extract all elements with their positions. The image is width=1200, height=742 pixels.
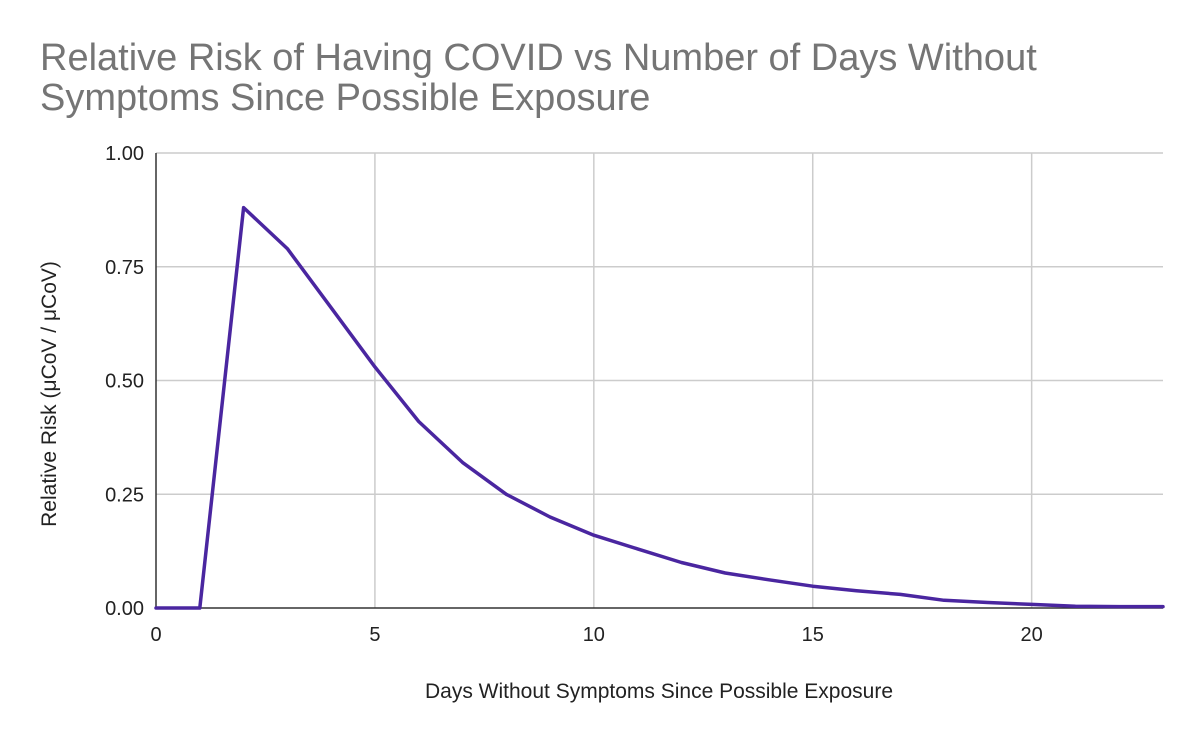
- x-axis-label: Days Without Symptoms Since Possible Exp…: [425, 680, 893, 703]
- y-tick-label: 0.50: [105, 371, 144, 393]
- grid: [156, 152, 1163, 608]
- axes: [155, 153, 1163, 609]
- y-tick-label: 0.75: [105, 257, 144, 279]
- y-axis-label: Relative Risk (μCoV / μCoV): [38, 261, 61, 527]
- chart-title-line-2: Symptoms Since Possible Exposure: [40, 77, 650, 119]
- series-line: [154, 205, 1165, 610]
- series-layer: [154, 205, 1165, 610]
- tick-labels: 0.00 0.25 0.50 0.75 1.00 0 5 10 15 20: [105, 143, 1043, 646]
- y-tick-label: 0.00: [105, 598, 144, 620]
- x-tick-label: 5: [369, 624, 380, 646]
- x-tick-label: 10: [583, 624, 605, 646]
- y-tick-label: 0.25: [105, 484, 144, 506]
- x-tick-label: 15: [802, 624, 824, 646]
- y-tick-label: 1.00: [105, 143, 144, 165]
- chart-title-line-1: Relative Risk of Having COVID vs Number …: [40, 37, 1037, 79]
- x-tick-label: 20: [1021, 624, 1043, 646]
- x-tick-label: 0: [150, 624, 161, 646]
